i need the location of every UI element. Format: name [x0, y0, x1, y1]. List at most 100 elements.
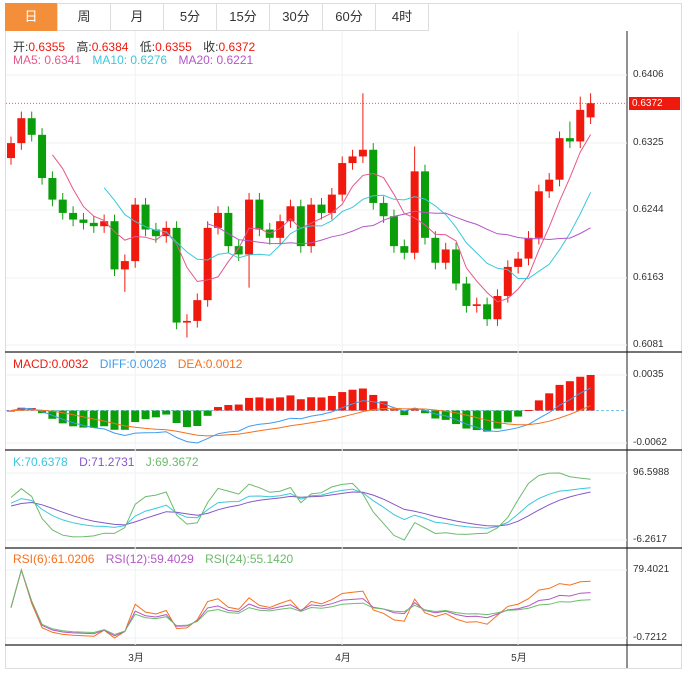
macd-bar [493, 410, 502, 429]
macd-bar [151, 410, 160, 418]
candle-up [514, 258, 523, 267]
low-value: 0.6355 [155, 40, 192, 54]
candle-up [203, 227, 212, 301]
candle-down [400, 246, 409, 253]
macd-bar [534, 400, 543, 411]
macd-bar [421, 410, 429, 414]
rsi24-value: RSI(24):55.1420 [205, 552, 294, 566]
macd-bar [358, 388, 367, 411]
macd-bar [586, 375, 595, 411]
candle-down [79, 219, 88, 223]
macd-bar [48, 410, 57, 419]
candle-down [483, 304, 492, 320]
close-value: 0.6372 [218, 40, 256, 54]
macd-bar [400, 410, 409, 416]
macd-bar [565, 381, 574, 411]
k-line [10, 487, 591, 529]
macd-bar [296, 399, 305, 411]
high-label: 高: [76, 40, 92, 54]
tab-15min[interactable]: 15分 [217, 3, 270, 31]
dea-value: DEA:0.0012 [177, 357, 243, 371]
month-label: 4月 [335, 653, 351, 664]
candle-up [338, 163, 347, 195]
candle-down [379, 202, 388, 217]
macd-bar [100, 410, 109, 427]
tab-week[interactable]: 周 [58, 3, 111, 31]
candle-up [100, 221, 109, 227]
macd-bar [338, 392, 347, 411]
month-label: 5月 [511, 653, 527, 664]
macd-bar [172, 410, 181, 423]
tab-month[interactable]: 月 [111, 3, 164, 31]
candle-down [452, 249, 461, 284]
candle-up [193, 300, 202, 321]
candle-down [421, 171, 429, 238]
candle-up [131, 204, 140, 262]
macd-bar [234, 404, 243, 411]
diff-value: DIFF:0.0028 [99, 357, 167, 371]
candle-up [555, 138, 564, 180]
candle-up [441, 249, 450, 263]
macd-bar [120, 410, 129, 430]
candle-down [224, 212, 233, 247]
macd-bar [307, 397, 316, 411]
tab-60min[interactable]: 60分 [323, 3, 376, 31]
diff-line [10, 387, 591, 444]
rsi24-line [10, 568, 591, 636]
kdj-tick: 96.5988 [633, 467, 670, 478]
candle-up [7, 143, 15, 159]
candle-up [286, 206, 295, 222]
macd-bar [131, 410, 140, 423]
macd-bar [214, 407, 222, 411]
ma10-line [103, 187, 592, 279]
ma5-value: MA5: 0.6341 [13, 53, 82, 67]
macd-bar [286, 395, 295, 411]
macd-bar [245, 397, 254, 411]
macd-bar [69, 410, 78, 427]
macd-bar [193, 410, 202, 426]
macd-bar [555, 384, 564, 411]
period-tabs: 日 周 月 5分 15分 30分 60分 4时 [5, 3, 429, 31]
candle-down [38, 134, 47, 179]
candle-up [576, 109, 585, 142]
rsi12-line [10, 568, 591, 637]
macd-bar [162, 410, 171, 415]
ma10-value: MA10: 0.6276 [92, 53, 168, 67]
macd-bar [58, 410, 67, 424]
tab-4hour[interactable]: 4时 [376, 3, 429, 31]
rsi12-value: RSI(12):59.4029 [105, 552, 194, 566]
candle-up [348, 156, 357, 164]
candle-down [255, 199, 264, 230]
tab-5min[interactable]: 5分 [164, 3, 217, 31]
candle-up [182, 320, 191, 323]
macd-bar [410, 409, 419, 411]
k-value: K:70.6378 [13, 455, 68, 469]
candle-down [110, 221, 119, 270]
open-value: 0.6355 [28, 40, 66, 54]
candle-up [493, 295, 502, 320]
macd-bar [7, 410, 15, 412]
candle-up [545, 179, 554, 192]
macd-tick: 0.0035 [633, 369, 664, 380]
rsi-header: RSI(6):61.0206 RSI(12):59.4029 RSI(24):5… [13, 552, 301, 566]
macd-bar [141, 410, 150, 420]
candle-up [472, 304, 481, 306]
tab-30min[interactable]: 30分 [270, 3, 323, 31]
candle-down [48, 178, 57, 200]
candle-up [276, 221, 285, 238]
candle-up [214, 212, 222, 228]
macd-bar [182, 410, 191, 428]
candle-down [69, 212, 78, 220]
price-tick: 0.6244 [633, 204, 664, 215]
macd-bar [503, 410, 512, 423]
candle-down [389, 216, 398, 247]
candle-down [234, 246, 243, 255]
tab-day[interactable]: 日 [5, 3, 58, 31]
macd-bar [317, 397, 326, 411]
candle-up [524, 237, 533, 259]
macd-bar [79, 410, 88, 428]
macd-bar [441, 410, 450, 420]
open-label: 开: [13, 40, 29, 54]
macd-bar [514, 410, 523, 417]
